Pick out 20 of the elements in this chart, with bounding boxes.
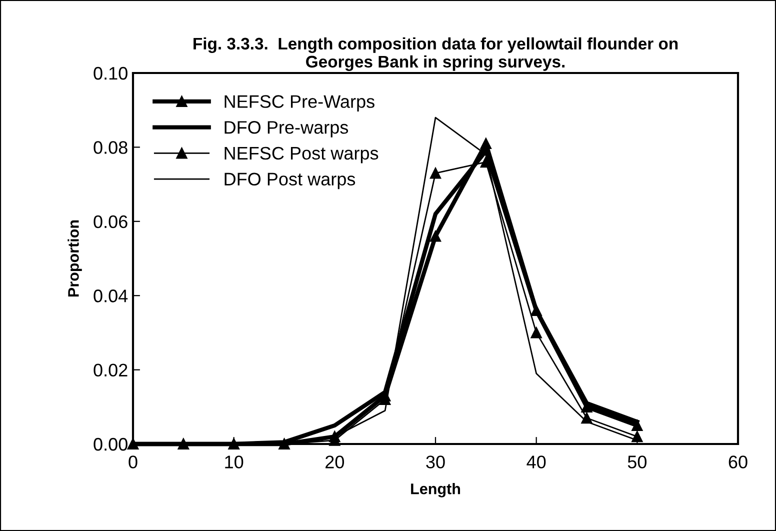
legend-label: NEFSC Pre-Warps — [224, 95, 374, 112]
y-tick-label: 0.08 — [94, 141, 128, 154]
legend-label: DFO Pre-warps — [224, 121, 348, 138]
y-tick-label: 0.10 — [94, 66, 128, 80]
x-tick-label: 10 — [225, 456, 244, 468]
x-tick-label: 60 — [728, 456, 748, 468]
x-tick-label: 40 — [526, 456, 546, 468]
y-tick-label: 0.02 — [94, 364, 128, 377]
y-tick-label: 0.00 — [94, 438, 128, 451]
y-tick-label: 0.04 — [94, 290, 128, 302]
x-axis-title: Length — [411, 483, 460, 498]
x-tick-label: 0 — [128, 456, 138, 468]
x-tick-label: 30 — [426, 456, 445, 468]
y-axis-title: Proportion — [68, 220, 82, 297]
legend-label: DFO Post warps — [224, 172, 356, 190]
legend-label: NEFSC Post warps — [224, 146, 378, 164]
y-tick-label: 0.06 — [94, 215, 128, 228]
x-tick-label: 20 — [326, 456, 344, 468]
chart-title: Fig. 3.3.3. Length composition data for yellowtail flounder on Georges Bank in spring surveys. — [194, 37, 678, 71]
x-tick-label: 50 — [628, 456, 647, 468]
